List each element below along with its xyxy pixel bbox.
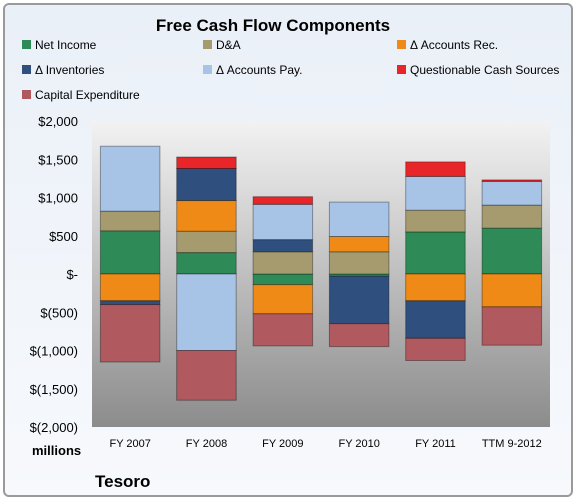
bar-segment [176,156,237,169]
bar-segment [405,209,466,233]
bar-segment [99,300,161,306]
bar-segment [328,323,390,348]
y-tick-label: $(1,000) [30,344,78,359]
bar-segment [405,231,466,275]
x-tick-label: FY 2007 [110,438,151,450]
legend: Net Income D&A Δ Accounts Rec. Δ Inventorie… [22,38,559,102]
y-axis: $2,000 $1,500 $1,000 $500 $- $(500) $(1,000) $(… [30,114,78,435]
y-tick-label: $1,000 [38,191,78,206]
bar-segment [405,337,466,361]
bar-segment [481,180,543,206]
bar-segment [176,167,237,201]
legend-label: Δ Accounts Rec. [410,38,498,52]
legend-swatch [22,65,31,74]
chart-title: Free Cash Flow Components [156,16,390,35]
legend-swatch [22,90,31,99]
legend-label: Net Income [35,38,97,52]
y-tick-label: $(500) [40,305,78,320]
x-tick-label: FY 2008 [186,438,227,450]
bar-segment [481,227,543,275]
y-tick-label: $(1,500) [30,382,78,397]
y-tick-label: $(2,000) [30,420,78,435]
bar-segment [99,210,161,232]
x-tick-label: TTM 9-2012 [482,438,542,450]
legend-swatch [397,40,406,49]
bar-segment [99,273,161,302]
legend-swatch [397,65,406,74]
bar-segment [328,201,390,238]
y-tick-label: $2,000 [38,114,78,129]
bar-segment [405,176,466,211]
x-axis: FY 2007 FY 2008 FY 2009 FY 2010 FY 2011 TTM 9… [110,438,542,450]
bar-segment [99,145,161,212]
bar-segment [176,200,237,232]
bars [99,145,543,401]
y-tick-label: $500 [49,229,78,244]
bar-segment [176,273,237,351]
plot-area [92,121,550,427]
legend-label: Δ Accounts Pay. [216,63,303,77]
legend-label: Questionable Cash Sources [410,63,559,77]
bar-segment [481,273,543,308]
legend-label: D&A [216,38,241,52]
bar-segment [176,230,237,254]
bar-segment [405,300,466,339]
x-tick-label: FY 2009 [262,438,303,450]
x-tick-label: FY 2010 [339,438,380,450]
legend-swatch [22,40,31,49]
bar-segment [176,252,237,275]
x-tick-label: FY 2011 [415,438,456,450]
bar-segment [252,196,314,205]
footer-brand: Tesoro [95,472,150,491]
bar-segment [252,251,314,275]
bar-segment [328,275,390,325]
bar-segment [252,239,314,253]
bar-segment [99,230,161,275]
bar-segment [252,203,314,241]
bar-segment [252,273,314,286]
legend-label: Capital Expenditure [35,88,140,102]
bar-segment [99,304,161,363]
y-tick-label: $1,500 [38,152,78,167]
y-tick-label: $- [66,267,78,282]
legend-label: Δ Inventories [35,63,104,77]
y-axis-unit: millions [32,443,81,458]
bar-segment [405,273,466,302]
bar-segment [405,161,466,177]
legend-swatch [203,65,212,74]
bar-segment [328,236,390,253]
bar-segment [481,179,543,182]
bar-segment [252,313,314,347]
bar-segment [481,306,543,346]
bar-segment [328,251,390,275]
legend-swatch [203,40,212,49]
bar-segment [176,350,237,401]
bar-segment [481,204,543,229]
bar-segment [252,284,314,315]
